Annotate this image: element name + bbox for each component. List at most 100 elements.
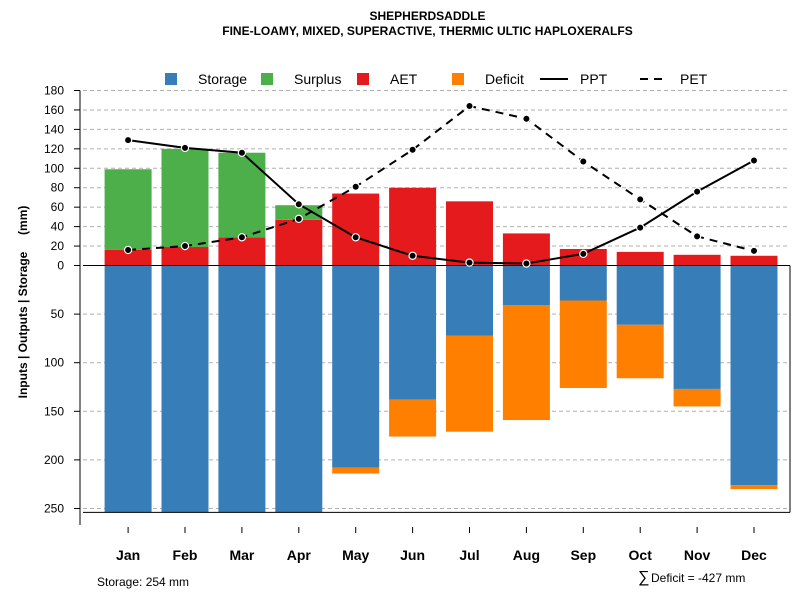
bar-storage <box>275 265 323 513</box>
chart-title: SHEPHERDSADDLE <box>369 9 486 23</box>
ppt-point <box>579 249 588 259</box>
x-tick-label: Mar <box>229 547 254 563</box>
x-tick-label: Jan <box>116 547 140 563</box>
x-tick-label: Apr <box>287 547 312 563</box>
y-tick-label: 140 <box>44 122 64 136</box>
legend-label-aet: AET <box>390 71 418 87</box>
bar-deficit <box>730 485 778 490</box>
bar-aet <box>218 237 266 266</box>
pet-point <box>522 114 531 123</box>
bar-aet <box>616 251 664 266</box>
y-tick-label: 160 <box>44 103 64 117</box>
x-tick-label: Sep <box>570 547 596 563</box>
pet-point <box>636 195 645 204</box>
bar-aet <box>275 219 323 266</box>
pet-point <box>294 214 303 224</box>
y-tick-label: 20 <box>51 239 65 253</box>
bar-storage <box>616 265 664 325</box>
pet-line <box>128 104 755 252</box>
legend-label-surplus: Surplus <box>294 71 341 87</box>
ppt-point <box>237 148 247 157</box>
bar-storage <box>730 265 778 486</box>
x-tick-label: Nov <box>684 547 711 563</box>
legend-swatch-deficit <box>452 73 464 85</box>
pet-point <box>180 241 190 251</box>
bar-deficit <box>502 305 550 421</box>
bar-storage <box>218 265 266 513</box>
pet-point <box>351 182 360 191</box>
bar-deficit <box>559 300 607 388</box>
pet-point <box>465 101 474 111</box>
bar-storage <box>446 265 493 336</box>
legend-label-pet: PET <box>680 71 708 87</box>
bar-deficit <box>332 467 380 474</box>
y-tick-label: 200 <box>44 453 64 467</box>
bar-surplus <box>218 152 266 238</box>
ppt-point <box>294 200 303 209</box>
pet-point <box>692 232 702 241</box>
legend-label-deficit: Deficit <box>485 71 524 87</box>
y-axis-label: Inputs | Outputs | Storage (mm) <box>16 206 30 399</box>
y-tick-label: 250 <box>44 502 64 516</box>
x-tick-label: Oct <box>629 547 653 563</box>
pet-point <box>408 145 417 155</box>
bar-surplus <box>161 148 209 248</box>
storage-note: Storage: 254 mm <box>97 575 190 589</box>
legend-swatch-surplus <box>261 73 273 85</box>
bar-deficit <box>389 399 437 437</box>
bar-aet <box>446 201 493 266</box>
y-tick-label: 120 <box>44 142 64 156</box>
bar-storage <box>104 265 152 513</box>
deficit-sum-symbol: ∑ <box>638 569 650 586</box>
y-tick-label: 100 <box>44 161 64 175</box>
ppt-point <box>636 223 645 232</box>
bar-storage <box>559 265 607 301</box>
y-tick-label: 100 <box>44 356 64 370</box>
ppt-point <box>123 135 133 145</box>
y-tick-label: 60 <box>51 200 65 214</box>
y-tick-label: 180 <box>44 84 64 98</box>
ppt-point <box>522 259 531 268</box>
bar-aet <box>730 255 778 266</box>
bar-surplus <box>104 169 152 250</box>
y-tick-label: 0 <box>57 259 64 273</box>
x-tick-label: Feb <box>173 547 198 563</box>
bar-aet <box>104 249 152 266</box>
x-tick-label: Aug <box>513 547 540 563</box>
ppt-point <box>749 156 759 165</box>
pet-point <box>237 233 247 242</box>
legend-swatch-aet <box>357 73 369 85</box>
bar-surplus <box>275 205 323 220</box>
y-tick-label: 40 <box>51 220 65 234</box>
bar-deficit <box>673 388 721 407</box>
bar-storage <box>502 265 550 306</box>
x-tick-label: Jun <box>400 547 425 563</box>
deficit-note: Deficit = -427 mm <box>651 571 746 585</box>
x-tick-label: May <box>342 547 369 563</box>
legend-swatch-storage <box>165 73 177 85</box>
legend-label-storage: Storage <box>198 71 247 87</box>
y-tick-label: 50 <box>51 307 65 321</box>
ppt-point <box>408 251 417 260</box>
x-tick-label: Dec <box>741 547 767 563</box>
bar-storage <box>673 265 721 389</box>
bar-deficit <box>446 335 493 432</box>
chart-subtitle: FINE-LOAMY, MIXED, SUPERACTIVE, THERMIC … <box>222 24 633 38</box>
y-tick-label: 80 <box>51 181 65 195</box>
bar-deficit <box>616 324 664 379</box>
ppt-point <box>692 187 702 196</box>
bar-storage <box>332 265 380 468</box>
pet-point <box>579 157 588 166</box>
bar-storage <box>389 265 437 400</box>
legend-label-ppt: PPT <box>580 71 608 87</box>
bar-aet <box>673 254 721 266</box>
pet-point <box>123 245 133 255</box>
ppt-point <box>351 233 360 242</box>
ppt-point <box>465 258 474 267</box>
x-tick-label: Jul <box>459 547 479 563</box>
y-tick-label: 150 <box>44 404 64 418</box>
bar-storage <box>161 265 209 513</box>
ppt-line <box>127 139 755 265</box>
ppt-point <box>180 143 190 153</box>
